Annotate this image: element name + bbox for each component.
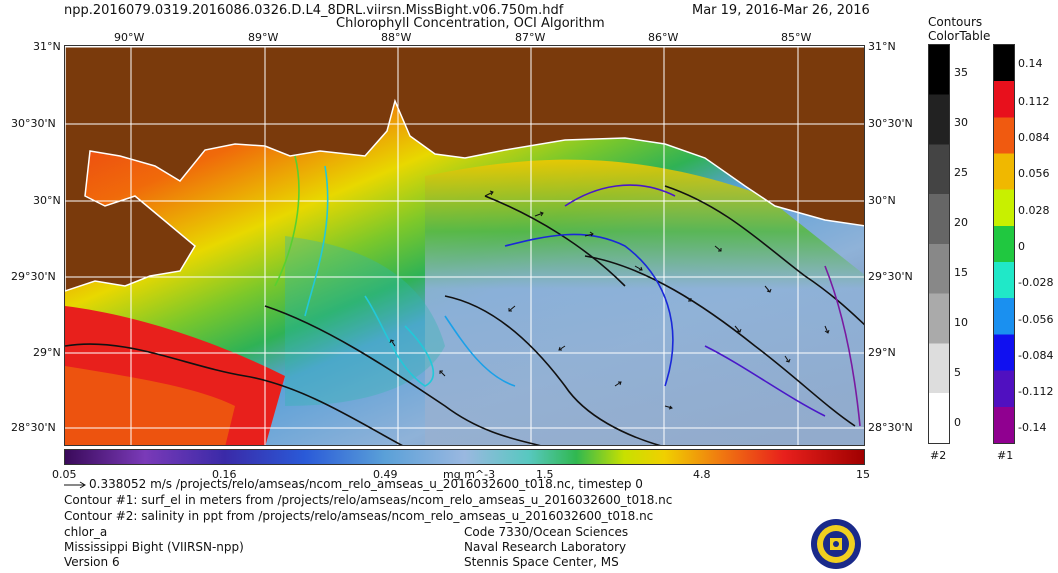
chlorophyll-map: [65, 46, 864, 445]
contour2-description: Contour #2: salinity in ppt from /projec…: [64, 509, 654, 523]
salinity-tick: 10: [954, 316, 968, 329]
filename-title: npp.2016079.0319.2016086.0326.D.L4_8DRL.…: [64, 3, 564, 18]
salinity-tick: 30: [954, 116, 968, 129]
ssh-tick: 0.14: [1018, 57, 1043, 70]
ssh-tick: -0.056: [1018, 313, 1054, 326]
salinity-colorbar: [928, 44, 950, 444]
ssh-tick: 0.028: [1018, 204, 1050, 217]
lon-label-top: 88°W: [381, 31, 412, 44]
product-name: chlor_a: [64, 525, 108, 539]
ocean-field-plume: [285, 236, 445, 406]
ssh-tick: -0.028: [1018, 276, 1054, 289]
lon-label-top: 89°W: [248, 31, 279, 44]
chart-title: Chlorophyll Concentration, OCI Algorithm: [336, 16, 605, 31]
region-name: Mississippi Bight (VIIRSN-npp): [64, 540, 244, 554]
lat-label-left: 29°30'N: [11, 270, 56, 283]
ssh-contours: [274, 155, 861, 427]
ssh-colorbar: [993, 44, 1015, 444]
org-line-2: Naval Research Laboratory: [464, 540, 627, 554]
lat-label-left: 30°N: [33, 194, 61, 207]
lat-label-right: 30°30'N: [868, 117, 913, 130]
contour1-description: Contour #1: surf_el in meters from /proj…: [64, 493, 673, 507]
org-line-3: Stennis Space Center, MS: [464, 555, 619, 569]
lat-label-right: 29°30'N: [868, 270, 913, 283]
ssh-tick: -0.084: [1018, 349, 1054, 362]
ssh-tick: 0.112: [1018, 95, 1050, 108]
date-range: Mar 19, 2016-Mar 26, 2016: [692, 3, 870, 18]
ssh-tick: 0: [1018, 240, 1025, 253]
lat-label-right: 30°N: [868, 194, 896, 207]
lat-label-left: 30°30'N: [11, 117, 56, 130]
lat-label-left: 29°N: [33, 346, 61, 359]
salinity-tick: 5: [954, 366, 961, 379]
salinity-tick: 20: [954, 216, 968, 229]
ssh-tick: -0.112: [1018, 385, 1054, 398]
salinity-tick: 25: [954, 166, 968, 179]
lat-label-left: 31°N: [33, 40, 61, 53]
contours-title: Contours: [928, 15, 983, 29]
colorbar-tick: 4.8: [693, 468, 711, 481]
colorbar-tick: 0.05: [52, 468, 77, 481]
ssh-tick: 0.056: [1018, 167, 1050, 180]
version-label: Version 6: [64, 555, 120, 569]
salinity-tick: 15: [954, 266, 968, 279]
lon-label-top: 86°W: [648, 31, 679, 44]
nrl-seal-logo: [811, 519, 861, 569]
lon-label-top: 90°W: [114, 31, 145, 44]
salinity-colorbar-label: #2: [930, 449, 947, 462]
salinity-tick: 0: [954, 416, 961, 429]
colorbar-tick: 0.16: [212, 468, 237, 481]
colorbar-tick: 0.49: [373, 468, 398, 481]
lat-label-right: 28°30'N: [868, 421, 913, 434]
org-line-1: Code 7330/Ocean Sciences: [464, 525, 629, 539]
salinity-contours: [65, 185, 864, 445]
ocean-field-delta-outer: [65, 366, 235, 445]
ssh-colorbar-label: #1: [997, 449, 1014, 462]
colorbar-units: mg m^-3: [443, 468, 496, 481]
ssh-tick: 0.084: [1018, 131, 1050, 144]
colorbar-tick: 15: [856, 468, 870, 481]
lon-label-top: 87°W: [515, 31, 546, 44]
colorbar-tick: 1.5: [536, 468, 554, 481]
salinity-tick: 35: [954, 66, 968, 79]
lat-label-left: 28°30'N: [11, 421, 56, 434]
map-panel: [64, 45, 865, 446]
current-vectors: [389, 190, 830, 410]
ssh-tick: -0.14: [1018, 421, 1047, 434]
lat-label-right: 31°N: [868, 40, 896, 53]
colortable-title: ColorTable: [928, 29, 991, 43]
lat-label-right: 29°N: [868, 346, 896, 359]
vector-scale-text: 0.338052 m/s /projects/relo/amseas/ncom_…: [89, 477, 643, 491]
chlorophyll-colorbar: [64, 449, 865, 465]
lon-label-top: 85°W: [781, 31, 812, 44]
vector-scale-arrow-icon: [64, 481, 86, 489]
